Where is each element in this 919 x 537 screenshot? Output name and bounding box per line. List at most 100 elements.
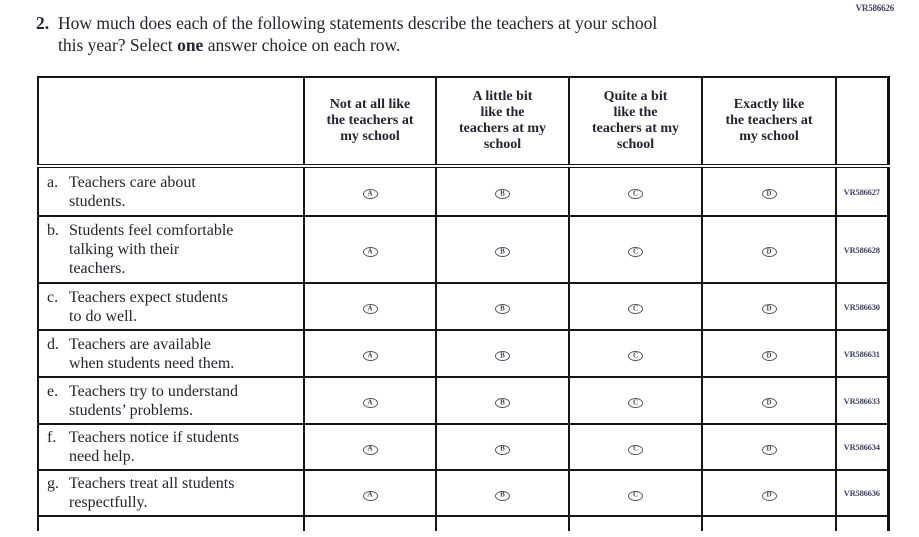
answer-cell: A (303, 165, 437, 217)
question-text-start: How much does each of the following stat… (58, 13, 658, 55)
answer-cell: C (568, 329, 703, 378)
row-code: VR586631 (835, 329, 890, 378)
cut-off-cell (701, 515, 837, 531)
answer-bubble[interactable]: A (362, 490, 378, 501)
answer-bubble[interactable]: A (362, 351, 378, 361)
answer-bubble-letter: C (632, 398, 639, 406)
answer-bubble[interactable]: C (628, 247, 643, 257)
answer-bubble-letter: D (766, 444, 772, 453)
statement-letter: d. (47, 335, 59, 353)
statement-letter: e. (47, 382, 59, 400)
answer-bubble[interactable]: B (495, 247, 510, 257)
answer-cell: A (303, 423, 437, 471)
answer-bubble[interactable]: C (628, 398, 643, 408)
answer-bubble[interactable]: B (495, 304, 510, 314)
answer-cell: A (303, 469, 437, 517)
cut-off-cell (435, 515, 570, 531)
answer-bubble[interactable]: A (362, 304, 378, 314)
answer-bubble[interactable]: D (761, 189, 777, 199)
statement-cell: g. Teachers treat all students respectfu… (37, 469, 305, 517)
answer-bubble-letter: A (367, 444, 373, 453)
answer-bubble[interactable]: C (628, 189, 643, 199)
answer-bubble[interactable]: D (761, 304, 777, 314)
statement-cell: d. Teachers are available when students … (37, 329, 305, 378)
statement-cell: e. Teachers try to understand students’ … (37, 376, 305, 425)
cut-off-cell (835, 515, 890, 531)
header-row: Not at all like the teachers at my schoo… (37, 76, 890, 168)
answer-bubble-letter: D (766, 189, 772, 197)
answer-bubble[interactable]: A (362, 398, 378, 408)
answer-bubble-letter: B (500, 490, 505, 499)
answer-bubble[interactable]: B (495, 490, 510, 501)
answer-bubble-letter: A (367, 189, 373, 197)
statement-text: Teachers try to understand students’ pro… (69, 382, 239, 419)
answer-bubble-letter: D (766, 247, 772, 255)
statement-text: Students feel comfortable talking with t… (69, 222, 234, 277)
answer-bubble[interactable]: B (495, 351, 510, 361)
table-row: c. Teachers expect students to do well. … (37, 282, 890, 331)
answer-bubble[interactable]: C (628, 444, 643, 455)
answer-bubble-letter: C (632, 189, 639, 197)
column-header-quite-a-bit: Quite a bit like the teachers at my scho… (568, 76, 703, 168)
answer-bubble[interactable]: B (495, 444, 510, 455)
answer-bubble-letter: B (500, 247, 505, 255)
answer-bubble[interactable]: A (362, 247, 378, 257)
table-row: g. Teachers treat all students respectfu… (37, 469, 890, 517)
answer-bubble[interactable]: D (761, 398, 777, 408)
statement-text: Teachers expect students to do well. (69, 288, 228, 325)
answer-cell: B (435, 329, 570, 378)
answer-bubble[interactable]: D (761, 247, 777, 257)
cut-off-cell (303, 515, 437, 531)
answer-bubble[interactable]: B (495, 189, 510, 199)
answer-cell: C (568, 215, 703, 284)
answer-bubble-letter: A (367, 398, 373, 406)
answer-bubble[interactable]: C (628, 304, 643, 314)
statement-letter: a. (47, 173, 59, 191)
question-text-end: answer choice on each row. (203, 35, 401, 55)
answer-bubble[interactable]: D (761, 490, 777, 501)
statement-text: Teachers treat all students respectfully… (69, 475, 235, 511)
answer-bubble-letter: A (367, 304, 373, 312)
column-header-exactly-like: Exactly like the teachers at my school (701, 76, 837, 168)
answer-bubble-letter: B (500, 444, 505, 453)
answer-cell: B (435, 282, 570, 331)
answer-bubble[interactable]: A (362, 444, 378, 455)
answer-bubble[interactable]: C (628, 351, 643, 361)
answer-bubble[interactable]: C (628, 490, 643, 501)
row-code: VR586627 (835, 165, 890, 217)
statement-letter: b. (47, 222, 59, 239)
answer-cell: B (435, 165, 570, 217)
cut-off-cell (568, 515, 703, 531)
answer-cell: A (303, 329, 437, 378)
answer-bubble-letter: D (766, 398, 772, 406)
answer-cell: C (568, 423, 703, 471)
statement-text: Teachers notice if students need help. (69, 429, 239, 465)
answer-bubble-letter: D (766, 490, 772, 499)
statement-letter: f. (47, 429, 57, 446)
answer-cell: A (303, 282, 437, 331)
answer-bubble[interactable]: D (761, 444, 777, 455)
row-code: VR586630 (835, 282, 890, 331)
answer-bubble[interactable]: B (495, 398, 510, 408)
answer-bubble-letter: A (367, 247, 373, 255)
answer-cell: C (568, 469, 703, 517)
answer-bubble-letter: D (766, 304, 772, 312)
answer-bubble-letter: C (632, 490, 639, 499)
answer-cell: A (303, 215, 437, 284)
header-code-blank (835, 76, 890, 168)
header-statement-blank (37, 76, 305, 168)
row-code: VR586628 (835, 215, 890, 284)
statement-letter: g. (47, 475, 59, 492)
table-row: a. Teachers care about students. A B C D… (37, 165, 890, 217)
answer-bubble[interactable]: A (362, 189, 378, 199)
answer-cell: C (568, 376, 703, 425)
form-code: VR586626 (855, 3, 895, 13)
answer-bubble[interactable]: D (761, 351, 777, 361)
column-header-not-at-all: Not at all like the teachers at my schoo… (303, 76, 437, 168)
question-text: How much does each of the following stat… (58, 12, 657, 56)
answer-cell: C (568, 282, 703, 331)
answer-cell: D (701, 215, 837, 284)
answer-bubble-letter: B (500, 351, 505, 359)
statement-text: Teachers care about students. (69, 173, 196, 210)
answer-bubble-letter: A (367, 351, 373, 359)
